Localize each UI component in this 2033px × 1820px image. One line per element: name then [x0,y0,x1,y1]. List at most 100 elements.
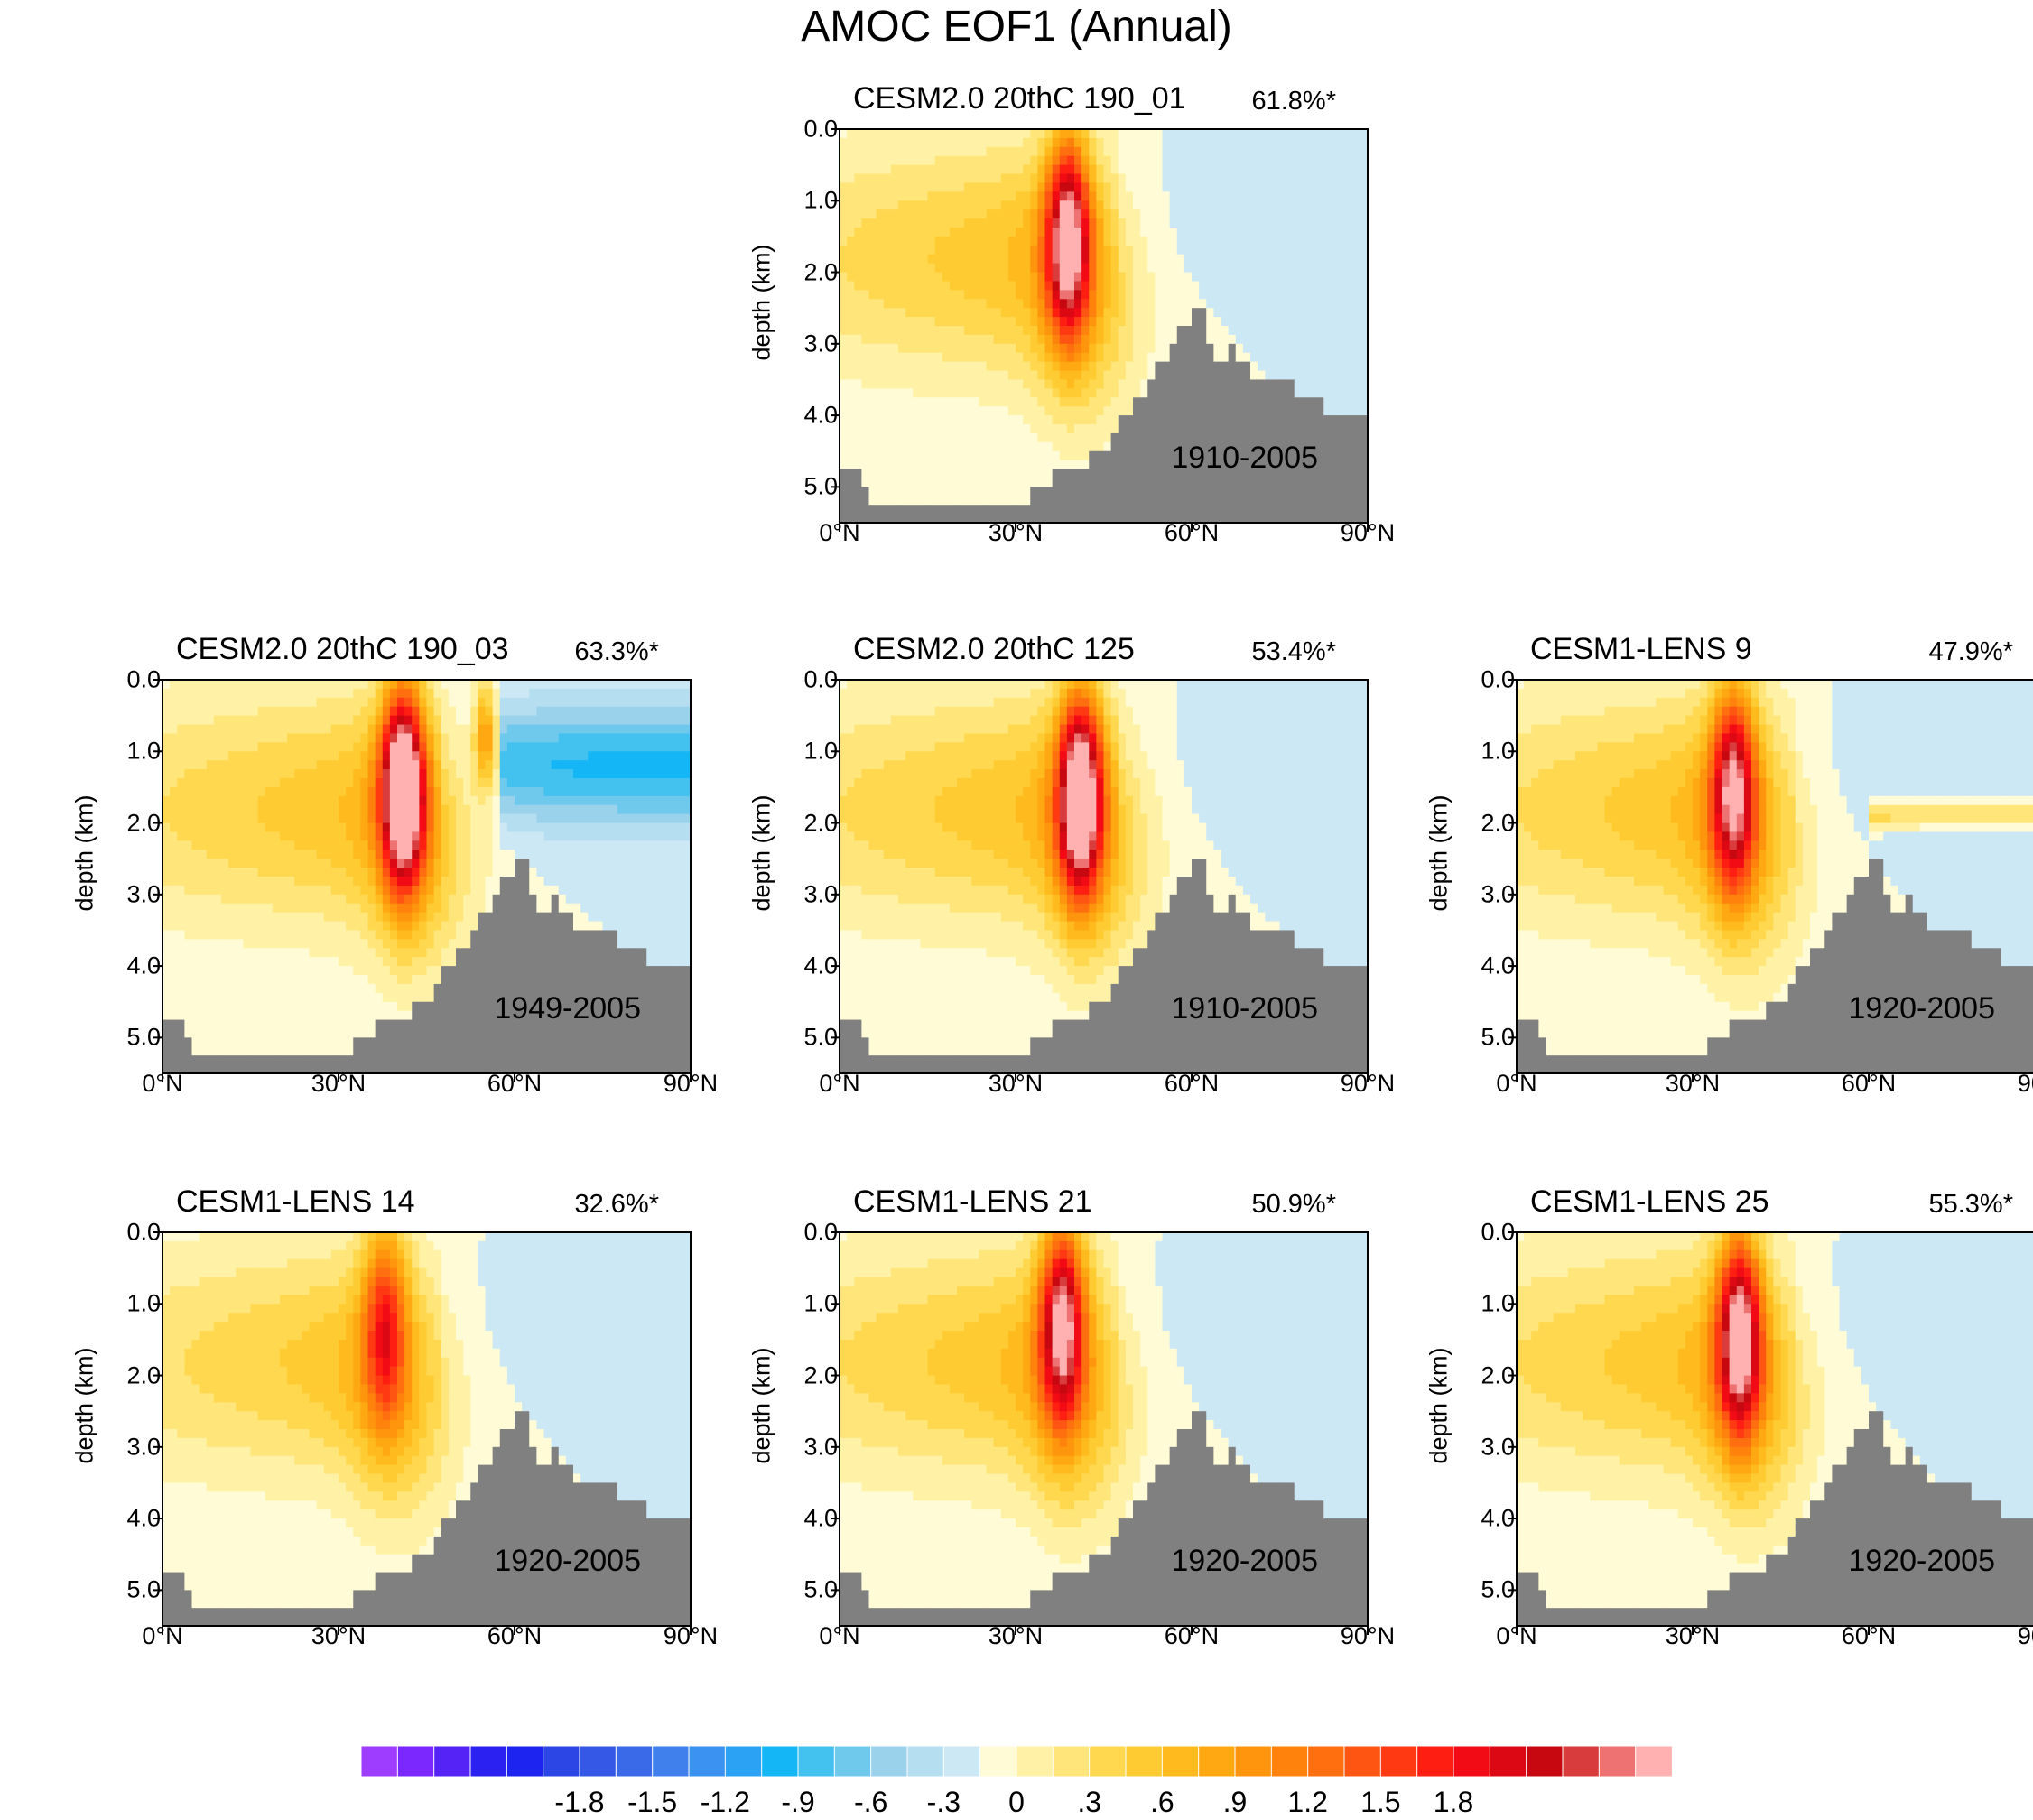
eof-cell [1221,182,1230,192]
bathymetry-cell [316,1064,325,1074]
bathymetry-cell [1206,424,1214,434]
eof-cell [184,975,193,985]
bathymetry-cell [1147,505,1156,515]
eof-cell [993,299,1002,309]
eof-cell [272,697,281,708]
eof-cell [456,786,464,797]
eof-cell [309,877,318,887]
eof-cell [1118,281,1127,291]
eof-cell [250,1010,259,1021]
eof-cell [433,850,442,859]
eof-cell [287,912,295,923]
bathymetry-cell [1301,505,1310,515]
eof-cell [177,697,185,708]
eof-cell [840,415,848,425]
eof-cell [412,742,420,752]
eof-cell [1037,424,1046,434]
eof-cell [898,460,906,470]
eof-cell [272,859,281,868]
bathymetry-cell [1184,326,1193,336]
eof-cell [228,751,237,761]
eof-cell [949,361,958,372]
eof-cell [441,688,450,699]
eof-cell [1192,218,1200,228]
eof-cell [934,146,943,157]
bathymetry-cell [1352,487,1361,497]
eof-cell [404,733,413,743]
eof-cell [1228,245,1237,255]
eof-cell [184,706,193,717]
eof-cell [170,769,178,779]
bathymetry-cell [1140,514,1148,524]
eof-cell [1228,173,1237,184]
eof-cell [1360,129,1369,139]
bathymetry-cell [1221,450,1230,461]
eof-cell [1184,281,1193,291]
bathymetry-cell [456,957,464,967]
eof-cell [412,859,420,868]
eof-cell [1125,155,1134,166]
bathymetry-cell [1360,415,1369,425]
eof-cell [1074,164,1082,175]
eof-cell [280,912,288,923]
eof-cell [1323,245,1332,255]
bathymetry-cell [1059,469,1068,479]
eof-cell [1184,182,1193,192]
eof-cell [302,1010,311,1021]
eof-cell [287,813,295,824]
eof-cell [1258,308,1266,318]
eof-cell [1176,182,1185,192]
eof-cell [375,742,384,752]
eof-cell [1258,182,1266,192]
eof-cell [1294,272,1303,283]
eof-cell [228,903,237,914]
eof-cell [456,751,464,761]
eof-cell [170,840,178,850]
eof-cell [1316,272,1324,283]
eof-cell [1316,164,1324,175]
eof-cell [1016,290,1024,300]
panel-plot [153,679,692,1082]
eof-cell [1309,263,1317,274]
eof-cell [957,361,965,372]
eof-cell [1286,290,1295,300]
bathymetry-cell [1206,514,1214,524]
eof-cell [1155,254,1164,265]
eof-cell [1133,254,1141,265]
eof-cell [1023,397,1031,407]
bathymetry-cell [1316,424,1324,434]
bathymetry-cell [1074,505,1082,515]
eof-cell [1081,415,1090,425]
eof-cell [441,769,450,779]
eof-cell [1044,290,1054,300]
eof-cell [1037,441,1046,452]
eof-cell [1096,299,1105,309]
eof-cell [309,992,318,1003]
eof-cell [1037,209,1046,219]
eof-cell [1059,388,1068,398]
eof-cell [986,478,995,488]
eof-cell [1316,308,1324,318]
bathymetry-cell [868,505,877,515]
eof-cell [1052,263,1061,274]
eof-cell [1000,236,1009,246]
eof-cell [993,254,1002,265]
eof-cell [986,146,995,157]
eof-cell [1331,245,1340,255]
eof-cell [964,406,972,416]
eof-cell [1110,155,1119,166]
eof-cell [367,795,376,806]
eof-cell [206,850,215,859]
eof-cell [934,129,943,139]
eof-cell [1184,317,1193,327]
bathymetry-cell [1192,361,1200,372]
eof-cell [1338,254,1347,265]
eof-cell [1110,236,1119,246]
eof-cell [184,850,193,859]
eof-cell [949,406,958,416]
eof-cell [964,290,972,300]
eof-cell [316,706,325,717]
eof-cell [1235,326,1244,336]
eof-cell [1037,415,1046,425]
bathymetry-cell [360,1037,369,1047]
